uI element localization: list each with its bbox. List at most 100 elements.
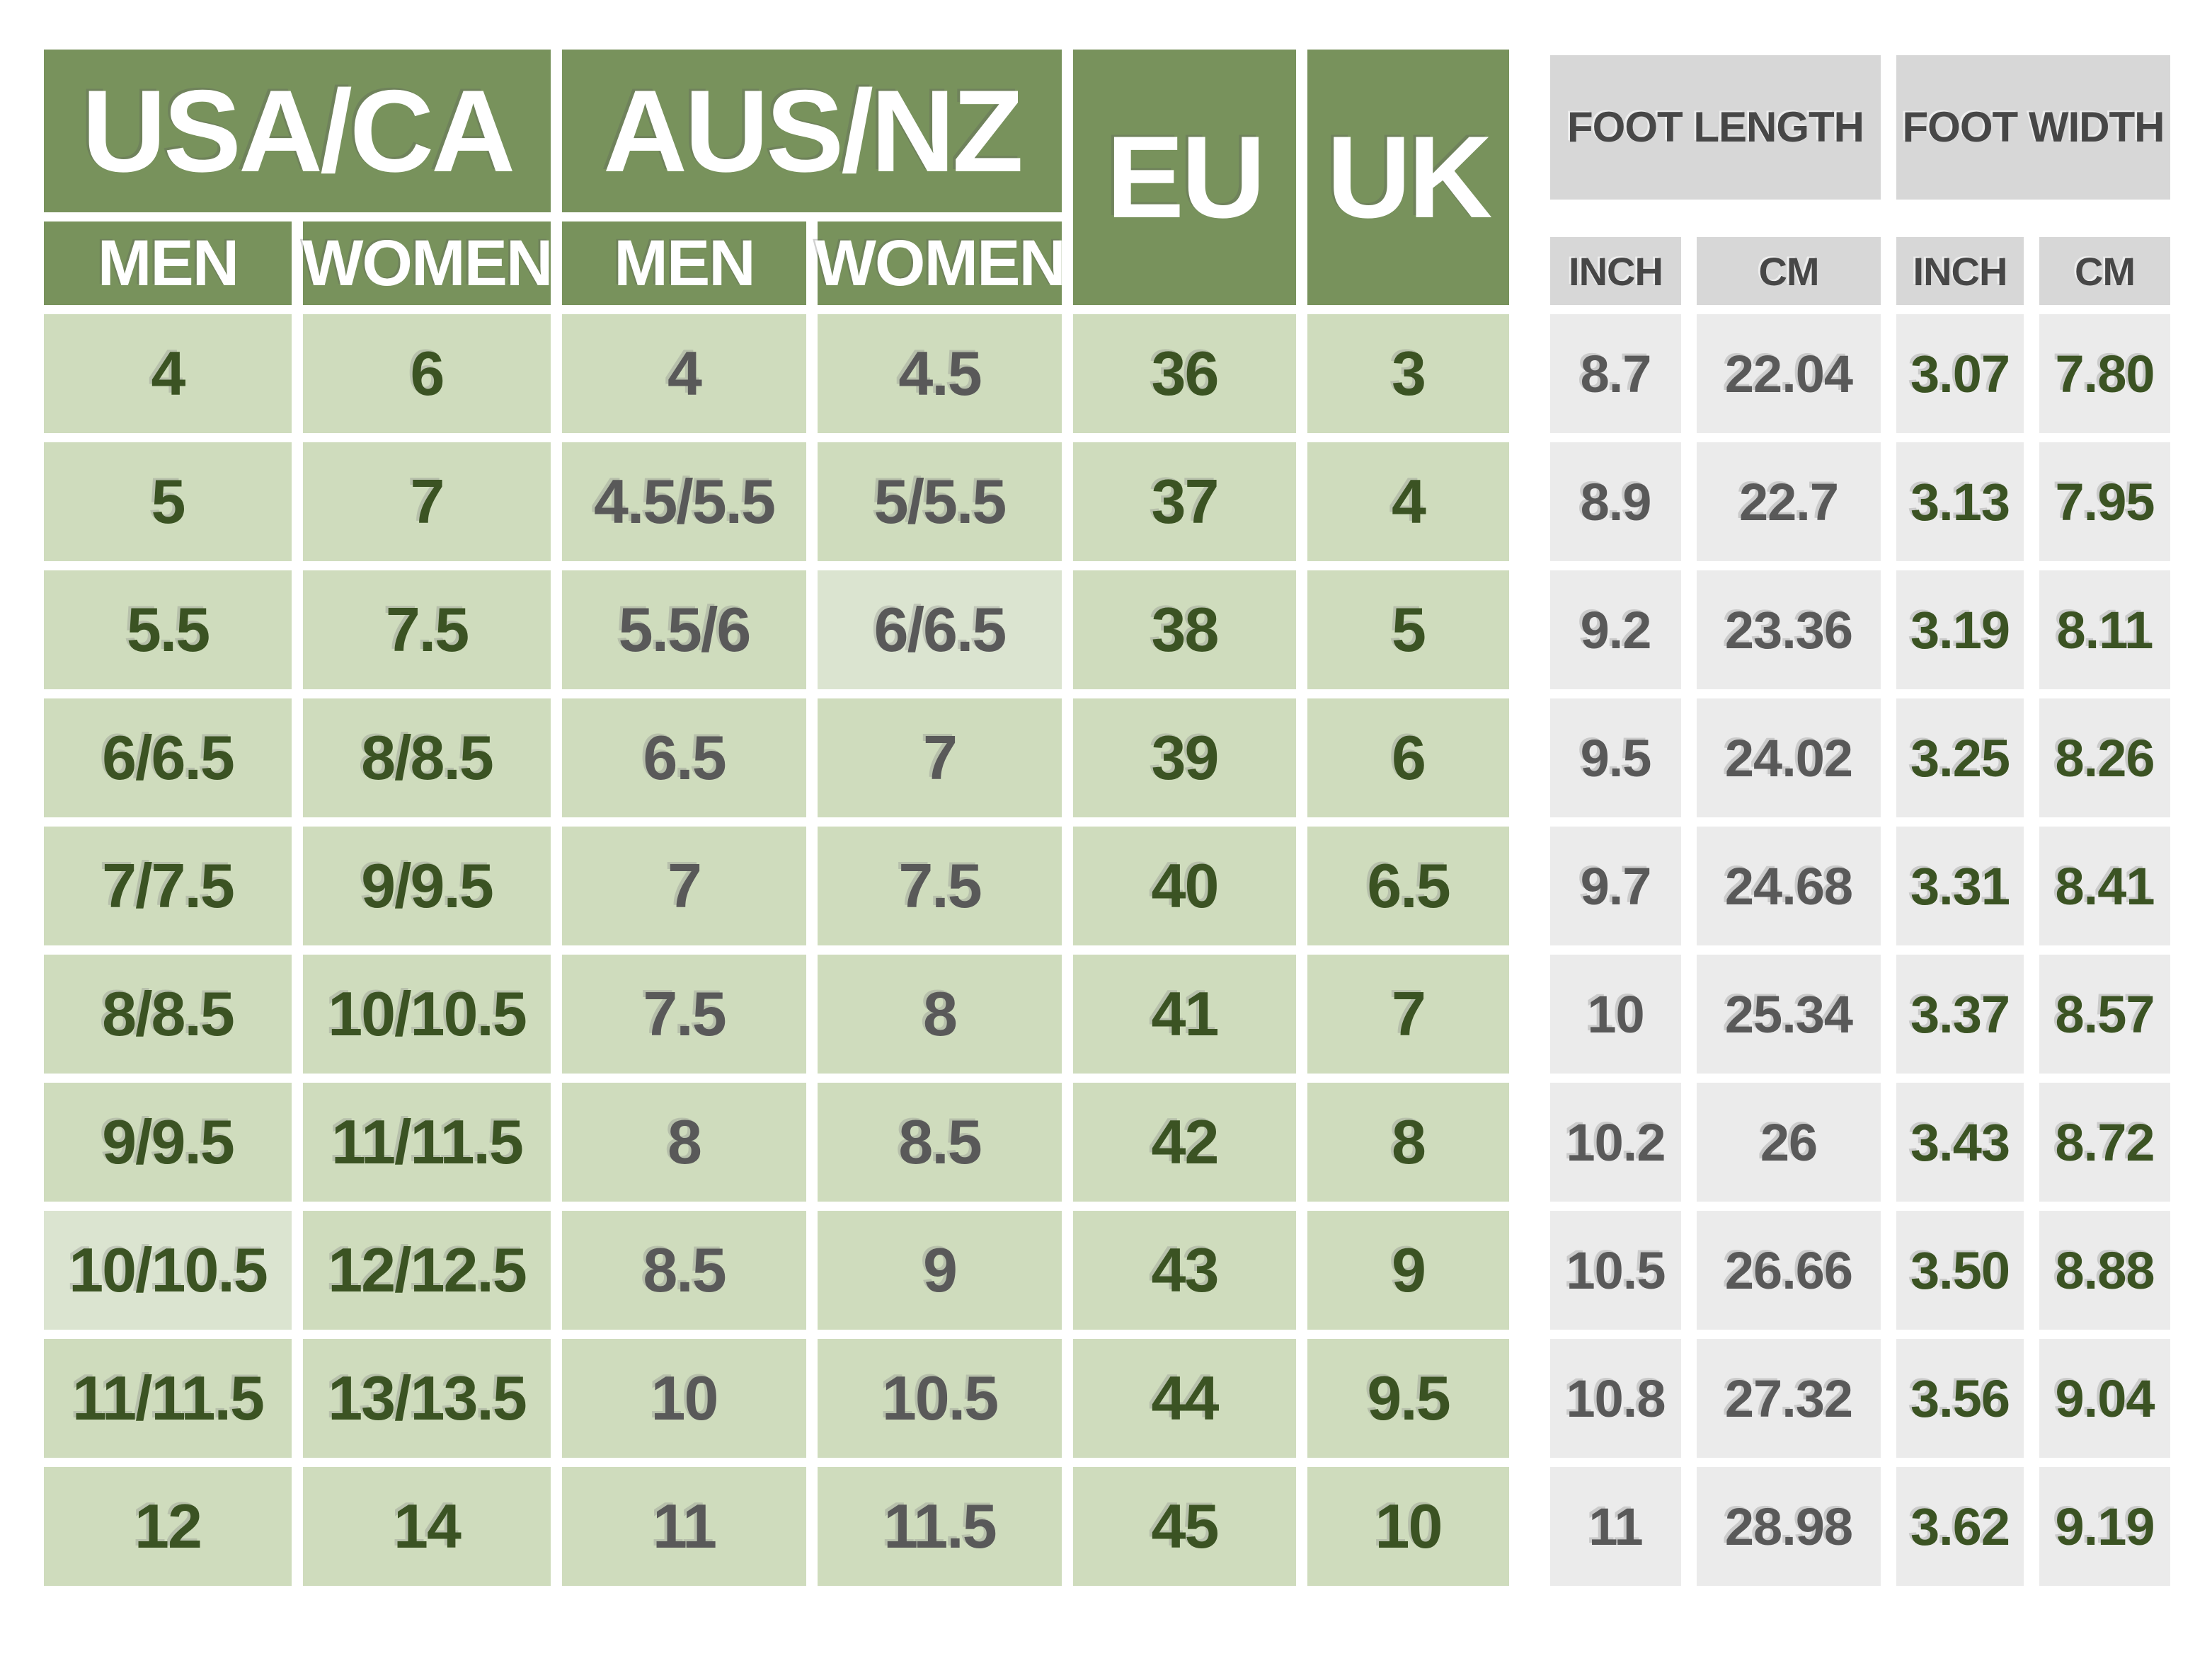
cell-foot-width-cm-row4: 8.26 — [2039, 698, 2170, 817]
cell-foot-length-cm-row8: 26.66 — [1697, 1211, 1881, 1330]
foot-length-inch-subheader: INCH — [1550, 237, 1681, 305]
cell-foot-length-inch-row5: 9.7 — [1550, 827, 1681, 945]
usa-men-subheader: MEN — [44, 221, 292, 305]
cell-aus-nz-men-row1: 4 — [562, 314, 806, 433]
cell-foot-width-cm-row6: 8.57 — [2039, 955, 2170, 1074]
cell-foot-width-inch-row3: 3.19 — [1896, 570, 2024, 689]
cell-uk-row4: 6 — [1307, 698, 1509, 817]
foot-width-header: FOOT WIDTH — [1896, 55, 2170, 200]
cell-eu-row4: 39 — [1073, 698, 1296, 817]
cell-foot-length-inch-row10: 11 — [1550, 1467, 1681, 1586]
cell-foot-length-inch-row6: 10 — [1550, 955, 1681, 1074]
cell-foot-width-cm-row5: 8.41 — [2039, 827, 2170, 945]
cell-foot-width-cm-row1: 7.80 — [2039, 314, 2170, 433]
cell-aus-nz-men-row10: 11 — [562, 1467, 806, 1586]
cell-aus-nz-women-row9: 10.5 — [818, 1339, 1062, 1458]
cell-eu-row1: 36 — [1073, 314, 1296, 433]
shoe-size-table: USA/CA AUS/NZ EU UK MEN WOMEN MEN WOMEN … — [44, 50, 1509, 1586]
cell-usa-ca-women-row6: 10/10.5 — [303, 955, 551, 1074]
cell-usa-ca-men-row9: 11/11.5 — [44, 1339, 292, 1458]
cell-foot-width-cm-row2: 7.95 — [2039, 442, 2170, 561]
cell-aus-nz-women-row10: 11.5 — [818, 1467, 1062, 1586]
cell-foot-length-cm-row2: 22.7 — [1697, 442, 1881, 561]
cell-aus-nz-men-row6: 7.5 — [562, 955, 806, 1074]
cell-eu-row5: 40 — [1073, 827, 1296, 945]
cell-eu-row7: 42 — [1073, 1083, 1296, 1202]
cell-aus-nz-men-row7: 8 — [562, 1083, 806, 1202]
cell-foot-width-inch-row5: 3.31 — [1896, 827, 2024, 945]
cell-usa-ca-women-row7: 11/11.5 — [303, 1083, 551, 1202]
cell-usa-ca-men-row6: 8/8.5 — [44, 955, 292, 1074]
foot-length-header: FOOT LENGTH — [1550, 55, 1881, 200]
cell-usa-ca-men-row10: 12 — [44, 1467, 292, 1586]
cell-aus-nz-women-row1: 4.5 — [818, 314, 1062, 433]
cell-uk-row7: 8 — [1307, 1083, 1509, 1202]
cell-foot-length-cm-row5: 24.68 — [1697, 827, 1881, 945]
cell-foot-width-cm-row7: 8.72 — [2039, 1083, 2170, 1202]
cell-uk-row8: 9 — [1307, 1211, 1509, 1330]
cell-foot-width-inch-row6: 3.37 — [1896, 955, 2024, 1074]
cell-foot-length-inch-row4: 9.5 — [1550, 698, 1681, 817]
cell-usa-ca-women-row3: 7.5 — [303, 570, 551, 689]
cell-uk-row5: 6.5 — [1307, 827, 1509, 945]
cell-foot-length-inch-row7: 10.2 — [1550, 1083, 1681, 1202]
eu-header: EU — [1073, 50, 1296, 305]
cell-usa-ca-women-row9: 13/13.5 — [303, 1339, 551, 1458]
cell-usa-ca-men-row8: 10/10.5 — [44, 1211, 292, 1330]
cell-usa-ca-men-row7: 9/9.5 — [44, 1083, 292, 1202]
cell-usa-ca-women-row2: 7 — [303, 442, 551, 561]
cell-foot-length-cm-row9: 27.32 — [1697, 1339, 1881, 1458]
cell-aus-nz-women-row7: 8.5 — [818, 1083, 1062, 1202]
cell-uk-row3: 5 — [1307, 570, 1509, 689]
cell-aus-nz-men-row4: 6.5 — [562, 698, 806, 817]
cell-eu-row3: 38 — [1073, 570, 1296, 689]
cell-foot-width-cm-row9: 9.04 — [2039, 1339, 2170, 1458]
cell-foot-width-inch-row8: 3.50 — [1896, 1211, 2024, 1330]
cell-usa-ca-men-row4: 6/6.5 — [44, 698, 292, 817]
uk-header: UK — [1307, 50, 1509, 305]
cell-foot-length-inch-row3: 9.2 — [1550, 570, 1681, 689]
cell-foot-length-inch-row9: 10.8 — [1550, 1339, 1681, 1458]
aus-women-subheader: WOMEN — [815, 221, 1066, 305]
cell-foot-length-inch-row1: 8.7 — [1550, 314, 1681, 433]
cell-eu-row8: 43 — [1073, 1211, 1296, 1330]
cell-usa-ca-men-row2: 5 — [44, 442, 292, 561]
cell-aus-nz-men-row8: 8.5 — [562, 1211, 806, 1330]
cell-foot-width-inch-row7: 3.43 — [1896, 1083, 2024, 1202]
usa-women-subheader: WOMEN — [302, 221, 553, 305]
cell-eu-row6: 41 — [1073, 955, 1296, 1074]
cell-usa-ca-men-row3: 5.5 — [44, 570, 292, 689]
cell-foot-length-cm-row1: 22.04 — [1697, 314, 1881, 433]
cell-aus-nz-women-row2: 5/5.5 — [818, 442, 1062, 561]
cell-uk-row9: 9.5 — [1307, 1339, 1509, 1458]
foot-width-inch-subheader: INCH — [1896, 237, 2024, 305]
cell-foot-width-inch-row10: 3.62 — [1896, 1467, 2024, 1586]
cell-uk-row1: 3 — [1307, 314, 1509, 433]
cell-foot-width-inch-row9: 3.56 — [1896, 1339, 2024, 1458]
cell-usa-ca-women-row8: 12/12.5 — [303, 1211, 551, 1330]
cell-usa-ca-women-row5: 9/9.5 — [303, 827, 551, 945]
cell-foot-width-cm-row3: 8.11 — [2039, 570, 2170, 689]
cell-foot-length-cm-row10: 28.98 — [1697, 1467, 1881, 1586]
usa-ca-header: USA/CA — [44, 50, 551, 212]
cell-foot-length-cm-row3: 23.36 — [1697, 570, 1881, 689]
cell-aus-nz-women-row6: 8 — [818, 955, 1062, 1074]
cell-foot-width-inch-row4: 3.25 — [1896, 698, 2024, 817]
cell-foot-width-inch-row1: 3.07 — [1896, 314, 2024, 433]
cell-foot-length-inch-row2: 8.9 — [1550, 442, 1681, 561]
cell-usa-ca-women-row4: 8/8.5 — [303, 698, 551, 817]
cell-usa-ca-men-row5: 7/7.5 — [44, 827, 292, 945]
cell-aus-nz-men-row3: 5.5/6 — [562, 570, 806, 689]
cell-aus-nz-men-row9: 10 — [562, 1339, 806, 1458]
cell-foot-width-inch-row2: 3.13 — [1896, 442, 2024, 561]
cell-aus-nz-women-row4: 7 — [818, 698, 1062, 817]
cell-foot-length-inch-row8: 10.5 — [1550, 1211, 1681, 1330]
cell-usa-ca-women-row1: 6 — [303, 314, 551, 433]
cell-eu-row2: 37 — [1073, 442, 1296, 561]
cell-foot-length-cm-row4: 24.02 — [1697, 698, 1881, 817]
foot-measure-table: FOOT LENGTH FOOT WIDTH INCH CM INCH CM 8… — [1550, 50, 2170, 1586]
cell-usa-ca-men-row1: 4 — [44, 314, 292, 433]
cell-aus-nz-women-row5: 7.5 — [818, 827, 1062, 945]
cell-eu-row10: 45 — [1073, 1467, 1296, 1586]
